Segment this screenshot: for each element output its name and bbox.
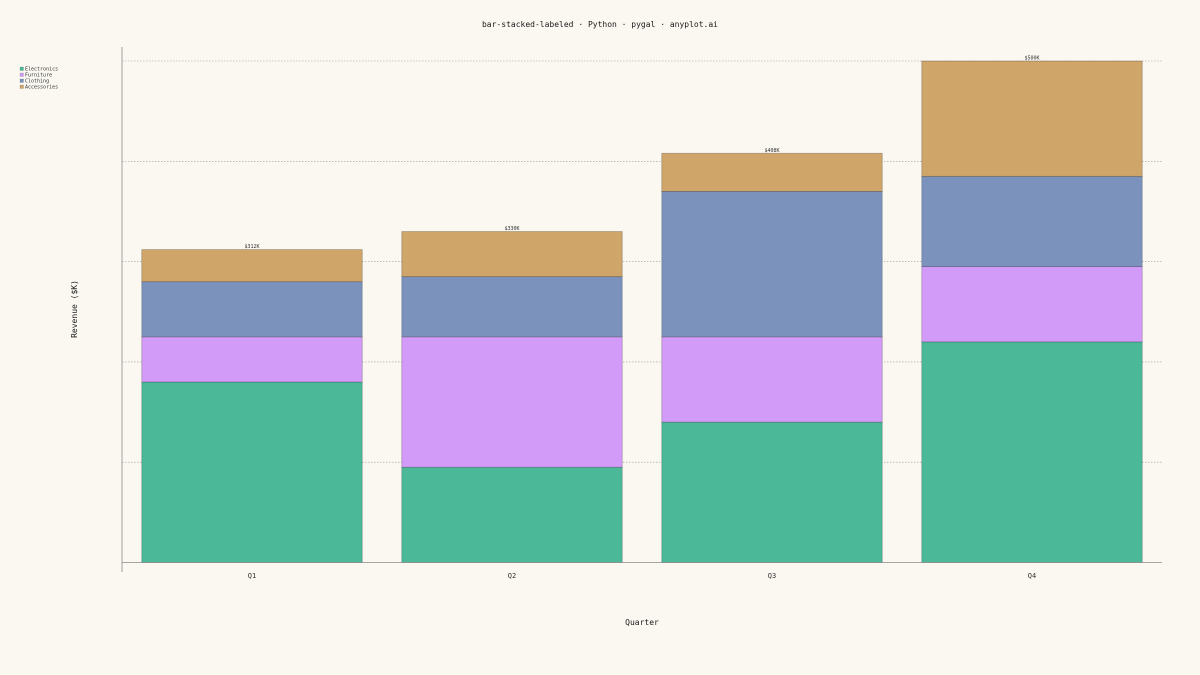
legend-label: Electronics bbox=[25, 66, 58, 72]
bar-segment-clothing-q1 bbox=[141, 281, 363, 338]
bar-segment-furniture-q1 bbox=[141, 336, 363, 383]
axes bbox=[121, 47, 1162, 572]
total-label: $330K bbox=[504, 226, 519, 232]
bar-segment-clothing-q3 bbox=[661, 190, 883, 338]
gridlines bbox=[122, 60, 1162, 463]
labels: $312K Q1 $330K Q2 $408K Q3 $500K Q4 bbox=[244, 56, 1039, 581]
x-tick-label: Q2 bbox=[508, 572, 516, 580]
bar-segment-furniture-q4 bbox=[921, 266, 1143, 343]
bar-segment-accessories-q3 bbox=[661, 152, 883, 192]
legend-swatch bbox=[19, 78, 24, 83]
x-tick-label: Q4 bbox=[1028, 572, 1036, 580]
x-axis-title: Quarter bbox=[625, 618, 659, 627]
x-tick-label: Q3 bbox=[768, 572, 776, 580]
bar-segment-furniture-q2 bbox=[401, 336, 623, 468]
bar-segment-electronics-q1 bbox=[141, 381, 363, 563]
total-label: $500K bbox=[1024, 56, 1039, 62]
bar-segment-clothing-q4 bbox=[921, 175, 1143, 268]
legend-label: Furniture bbox=[25, 72, 52, 78]
legend-label: Clothing bbox=[25, 78, 49, 84]
legend-swatch bbox=[19, 84, 24, 89]
legend-swatch bbox=[19, 66, 24, 71]
bar-segment-furniture-q3 bbox=[661, 336, 883, 423]
chart-title: bar-stacked-labeled · Python · pygal · a… bbox=[482, 20, 718, 29]
x-tick-label: Q1 bbox=[248, 572, 256, 580]
bars bbox=[141, 60, 1143, 563]
y-axis-title: Revenue ($K) bbox=[70, 280, 79, 338]
bar-segment-accessories-q4 bbox=[921, 60, 1143, 177]
bar-segment-electronics-q4 bbox=[921, 341, 1143, 563]
bar-segment-electronics-q3 bbox=[661, 421, 883, 563]
total-label: $408K bbox=[764, 148, 779, 154]
bar-segment-clothing-q2 bbox=[401, 276, 623, 338]
bar-segment-accessories-q1 bbox=[141, 249, 363, 283]
legend-swatch bbox=[19, 72, 24, 77]
legend-label: Accessories bbox=[25, 84, 58, 90]
total-label: $312K bbox=[244, 244, 259, 250]
bar-segment-electronics-q2 bbox=[401, 466, 623, 563]
bar-segment-accessories-q2 bbox=[401, 231, 623, 278]
